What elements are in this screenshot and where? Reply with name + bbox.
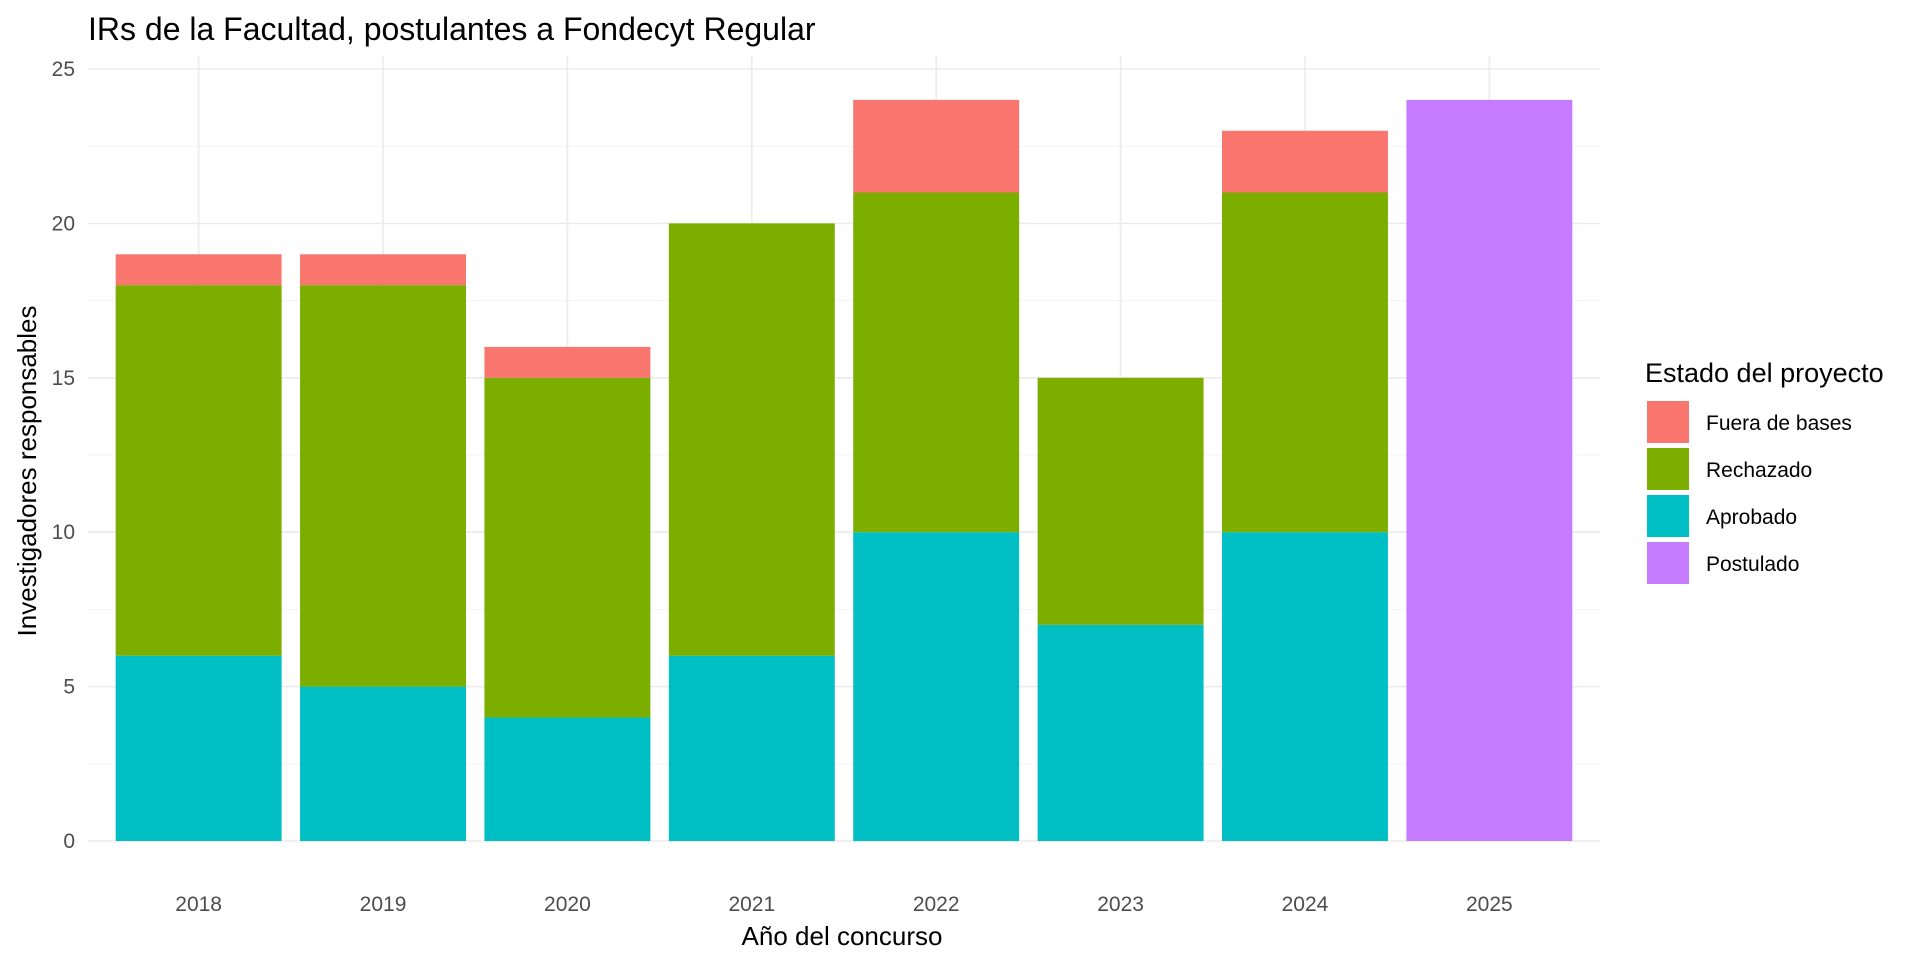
bar-2022-rechazado (853, 192, 1020, 533)
legend-label: Postulado (1706, 553, 1799, 576)
bar-2020-aprobado (484, 717, 651, 841)
chart-title: IRs de la Facultad, postulantes a Fondec… (88, 11, 816, 47)
bar-2024-rechazado (1222, 192, 1388, 533)
bar-2018-aprobado (115, 655, 282, 841)
bar-2021-rechazado (668, 223, 835, 656)
y-tick-label: 20 (52, 212, 75, 235)
x-tick-label: 2024 (1282, 893, 1329, 916)
x-tick-label: 2022 (913, 893, 960, 916)
bar-2021-aprobado (668, 655, 835, 841)
bar-2023-rechazado (1037, 377, 1204, 625)
legend-label: Fuera de bases (1706, 412, 1852, 435)
y-tick-label: 5 (63, 676, 75, 699)
bar-2019-aprobado (300, 686, 466, 841)
legend-swatch (1647, 448, 1689, 490)
x-tick-label: 2025 (1466, 893, 1513, 916)
bar-2018-fuera-de-bases (115, 254, 282, 286)
bar-2019-fuera-de-bases (300, 254, 466, 286)
legend-title: Estado del proyecto (1645, 358, 1884, 388)
legend-swatch (1647, 542, 1689, 584)
bar-2022-fuera-de-bases (853, 99, 1020, 193)
legend-label: Rechazado (1706, 459, 1812, 482)
bar-2025-postulado (1406, 99, 1573, 841)
bar-2024-aprobado (1222, 532, 1388, 841)
bar-2024-fuera-de-bases (1222, 130, 1388, 193)
legend-item: Fuera de bases (1647, 401, 1852, 443)
legend-swatch (1647, 495, 1689, 537)
bar-2023-aprobado (1037, 624, 1204, 841)
x-axis-ticks: 2018 2019 2020 2021 2022 2023 2024 2025 (175, 893, 1512, 916)
legend-items: Fuera de bases Rechazado Aprobado Postulado (1647, 401, 1852, 584)
y-axis-ticks: 0 5 10 15 20 25 (52, 58, 75, 853)
bar-2019-rechazado (300, 285, 466, 687)
legend-label: Aprobado (1706, 506, 1797, 529)
legend-swatch (1647, 401, 1689, 443)
x-tick-label: 2019 (360, 893, 407, 916)
y-tick-label: 0 (63, 830, 75, 853)
bars-group (115, 99, 1573, 841)
x-axis-title: Año del concurso (742, 921, 943, 951)
bar-2018-rechazado (115, 285, 282, 656)
legend-item: Rechazado (1647, 448, 1812, 490)
x-tick-label: 2021 (728, 893, 775, 916)
y-tick-label: 15 (52, 367, 75, 390)
bar-2020-fuera-de-bases (484, 346, 651, 378)
x-tick-label: 2023 (1097, 893, 1144, 916)
legend-item: Postulado (1647, 542, 1799, 584)
legend: Estado del proyecto Fuera de bases Rechaz… (1645, 358, 1884, 584)
x-tick-label: 2020 (544, 893, 591, 916)
bar-2022-aprobado (853, 532, 1020, 841)
y-tick-label: 25 (52, 58, 75, 81)
x-tick-label: 2018 (175, 893, 222, 916)
y-tick-label: 10 (52, 521, 75, 544)
legend-item: Aprobado (1647, 495, 1797, 537)
bar-2020-rechazado (484, 377, 651, 718)
y-axis-title: Investigadores responsables (12, 306, 42, 637)
